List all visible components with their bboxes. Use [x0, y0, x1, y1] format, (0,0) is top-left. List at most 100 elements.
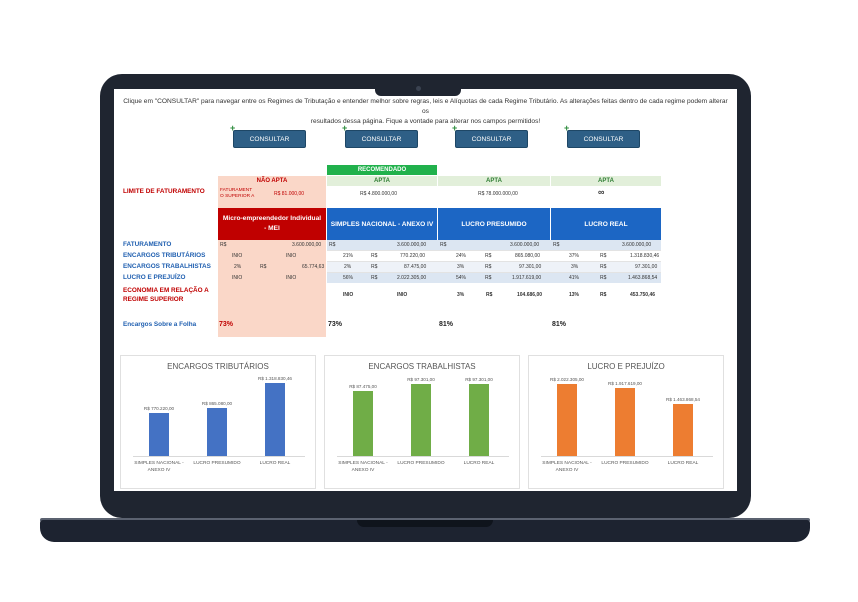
bar-value-label: R$ 1.318.830,46	[258, 376, 292, 381]
real-faturamento[interactable]: 3.600.000,00	[622, 242, 652, 248]
simples-eco-pct: INIO	[343, 292, 354, 298]
label-encargos-folha: Encargos Sobre a Folha	[123, 321, 197, 328]
consultar-button-mei[interactable]: CONSULTAR	[233, 130, 306, 148]
simples-lucro-currency: R$	[371, 275, 378, 281]
presumido-lucro-currency: R$	[485, 275, 492, 281]
bar-1	[615, 388, 635, 456]
presumido-trab-pct: 3%	[457, 264, 465, 270]
simples-trib-value: 770.220,00	[400, 253, 426, 259]
x-axis	[541, 456, 713, 457]
bar-0	[353, 391, 373, 456]
presumido-trab-currency: R$	[485, 264, 492, 270]
mei-lucro-value: INIO	[286, 275, 297, 281]
chart-encargos-tributarios: ENCARGOS TRIBUTÁRIOS R$ 770.220,00 SIMPLE…	[120, 355, 316, 489]
mei-trab-pct: 2%	[234, 264, 242, 270]
real-lucro-currency: R$	[600, 275, 607, 281]
simples-limit-value: R$ 4.800.000,00	[360, 191, 397, 197]
x-tick-label: LUCRO PRESUMIDO	[601, 461, 649, 466]
presumido-eco-currency: R$	[486, 292, 493, 298]
presumido-trab-value: 97.301,00	[519, 264, 542, 270]
bar-0	[557, 384, 577, 456]
bar-value-label: R$ 770.220,00	[143, 406, 175, 411]
bar-value-label: R$ 87.475,00	[349, 384, 377, 389]
simples-lucro-value: 2.022.305,00	[397, 275, 427, 281]
divider	[327, 250, 661, 251]
mei-faturamento[interactable]: 3.600.000,00	[292, 242, 322, 248]
label-limite: LIMITE DE FATURAMENTO	[123, 188, 205, 195]
simples-trab-currency: R$	[371, 264, 378, 270]
x-tick-label: SIMPLES NACIONAL - ANEXO IV	[338, 461, 388, 473]
mei-trib-pct: INIO	[232, 253, 243, 259]
laptop-base	[40, 520, 810, 542]
simples-eco-value: INIO	[397, 292, 408, 298]
simples-trab-pct: 2%	[344, 264, 352, 270]
label-lucro-prejuizo: LUCRO E PREJUÍZO	[123, 274, 186, 281]
screen: Clique em "CONSULTAR" para navegar entre…	[114, 89, 737, 491]
x-tick-label: LUCRO REAL	[259, 461, 291, 466]
chart-title: ENCARGOS TRIBUTÁRIOS	[167, 362, 269, 371]
simples-folha: 73%	[328, 321, 343, 328]
regime-mei-header: Micro-empreendedor Individual - MEI	[218, 208, 326, 240]
label-economia: ECONOMIA EM RELAÇÃO A REGIME SUPERIOR	[123, 286, 209, 304]
presumido-fat-currency: R$	[440, 242, 447, 248]
label-encargos-tributarios: ENCARGOS TRIBUTÁRIOS	[123, 252, 206, 259]
x-tick-label: LUCRO REAL	[463, 461, 495, 466]
x-tick-label: LUCRO PRESUMIDO	[193, 461, 241, 466]
simples-fat-currency: R$	[329, 242, 336, 248]
regime-presumido-header: LUCRO PRESUMIDO	[438, 208, 550, 240]
bar-2	[265, 383, 285, 456]
label-encargos-trabalhistas: ENCARGOS TRABALHISTAS	[123, 263, 211, 270]
mei-fat-currency: R$	[220, 242, 227, 248]
mei-limit-label-2: O SUPERIOR A	[220, 194, 255, 199]
bar-value-label: R$ 97.301,00	[407, 377, 435, 382]
divider	[327, 272, 661, 273]
mei-trab-value: 65.774,63	[302, 264, 325, 270]
presumido-limit-value: R$ 78.000.000,00	[478, 191, 518, 197]
row-bg-lucro	[327, 273, 661, 283]
real-trab-pct: 3%	[571, 264, 579, 270]
x-tick-label: SIMPLES NACIONAL - ANEXO IV	[134, 461, 184, 473]
presumido-eco-value: 104.686,00	[517, 292, 543, 298]
simples-faturamento[interactable]: 3.600.000,00	[397, 242, 427, 248]
laptop-opening-groove	[357, 520, 493, 527]
row-bg-trab	[327, 262, 661, 272]
presumido-trib-value: 865.080,00	[515, 253, 541, 259]
presumido-lucro-value: 1.917.619,00	[512, 275, 542, 281]
presumido-trib-pct: 24%	[456, 253, 467, 259]
plus-icon: +	[564, 123, 570, 133]
plus-icon: +	[342, 123, 348, 133]
plus-icon: +	[452, 123, 458, 133]
real-lucro-pct: 41%	[569, 275, 580, 281]
real-trab-currency: R$	[600, 264, 607, 270]
row-bg-trib	[327, 251, 661, 261]
consultar-button-presumido[interactable]: CONSULTAR	[455, 130, 528, 148]
bar-value-label: R$ 97.301,00	[465, 377, 493, 382]
mei-limit-label: FATURAMENT O SUPERIOR A	[220, 188, 254, 200]
real-lucro-value: 1.463.868,54	[628, 275, 658, 281]
real-eco-value: 453.750,46	[630, 292, 656, 298]
status-real: APTA	[551, 176, 661, 186]
status-simples: APTA	[327, 176, 437, 186]
label-economia-2: REGIME SUPERIOR	[123, 296, 184, 303]
bar-1	[411, 384, 431, 456]
presumido-faturamento[interactable]: 3.600.000,00	[510, 242, 540, 248]
simples-trib-currency: R$	[371, 253, 378, 259]
intro-line-2: resultados dessa página. Fique a vontade…	[310, 118, 541, 125]
recommended-badge: RECOMENDADO	[327, 165, 437, 175]
x-tick-label: LUCRO REAL	[667, 461, 699, 466]
chart-title: LUCRO E PREJUÍZO	[587, 362, 665, 371]
row-bg-faturamento	[327, 240, 661, 250]
consultar-button-simples[interactable]: CONSULTAR	[345, 130, 418, 148]
chart-lucro-prejuizo: LUCRO E PREJUÍZO R$ 2.022.305,00 SIMPLES …	[528, 355, 724, 489]
real-trib-value: 1.318.830,46	[630, 253, 660, 259]
intro-text: Clique em "CONSULTAR" para navegar entre…	[114, 97, 737, 127]
bar-0	[149, 413, 169, 456]
presumido-lucro-pct: 54%	[456, 275, 467, 281]
bar-2	[673, 404, 693, 456]
mei-column-bg	[218, 176, 326, 337]
x-tick-label: LUCRO PRESUMIDO	[397, 461, 445, 466]
chart-encargos-trabalhistas: ENCARGOS TRABALHISTAS R$ 87.475,00 SIMPLE…	[324, 355, 520, 489]
mei-trab-currency: R$	[260, 264, 267, 270]
consultar-button-real[interactable]: CONSULTAR	[567, 130, 640, 148]
